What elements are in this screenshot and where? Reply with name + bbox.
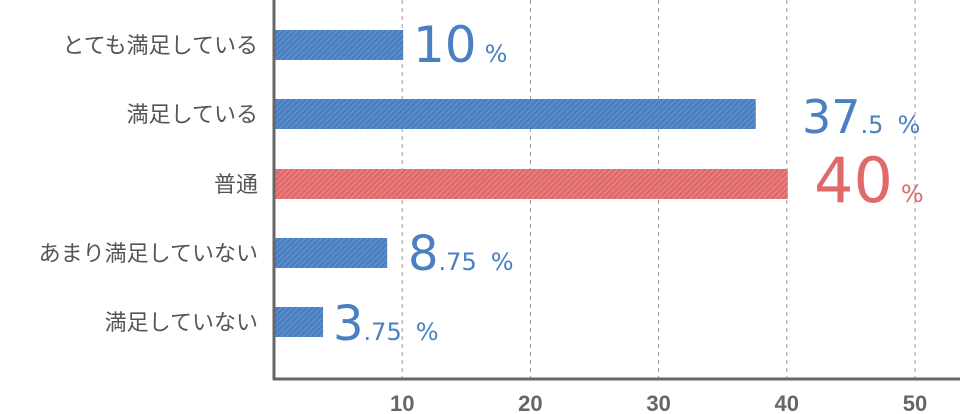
category-label: あまり満足していない	[39, 242, 258, 267]
axes	[272, 0, 960, 381]
x-tick-label: 50	[903, 391, 927, 414]
category-label: とても満足している	[62, 34, 258, 59]
bar-2	[275, 99, 756, 129]
category-label: 普通	[214, 173, 258, 198]
x-tick-label: 10	[390, 391, 414, 414]
value-label: 3.75%	[333, 296, 439, 352]
bar-1	[275, 30, 404, 60]
labels: 10 20 30 40 50 とても満足している 10 % 満足している 37.5 % 普通 40 % あま…	[39, 16, 928, 414]
bar-3	[275, 169, 788, 199]
value-label: 10%	[413, 16, 507, 74]
value-label: 8.75%	[408, 226, 514, 282]
x-tick-label: 20	[518, 391, 542, 414]
value-label: 37.5%	[802, 90, 920, 144]
x-tick-label: 40	[775, 391, 799, 414]
bar-5	[275, 307, 324, 337]
bars	[275, 30, 788, 337]
grid-lines	[401, 0, 916, 379]
value-label: 40%	[814, 144, 924, 217]
bar-4	[275, 238, 388, 268]
x-tick-label: 30	[646, 391, 670, 414]
category-label: 満足している	[127, 103, 258, 128]
category-label: 満足していない	[105, 311, 258, 336]
